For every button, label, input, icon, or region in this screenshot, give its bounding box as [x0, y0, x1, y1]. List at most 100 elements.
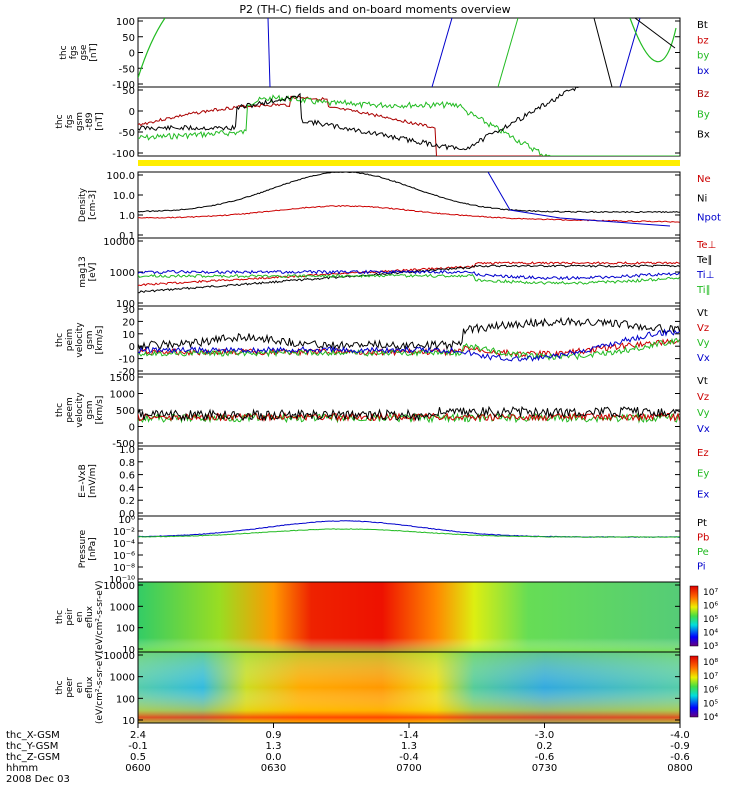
y-axis-label: peim — [65, 329, 75, 352]
colorbar-label: 10⁴ — [703, 713, 718, 723]
spectrogram-electron-shade — [138, 652, 680, 723]
legend-entry: Vy — [697, 338, 710, 349]
series-ti-perp — [138, 269, 680, 280]
legend-entry: Vz — [697, 392, 709, 403]
legend-entry: Bt — [697, 20, 708, 31]
x-axis-value: -0.4 — [399, 752, 419, 763]
series-bx — [619, 18, 641, 87]
legend-entry: Vz — [697, 323, 709, 334]
y-tick-label: 0.2 — [119, 496, 135, 507]
y-axis-label: [nT] — [95, 112, 105, 130]
legend-entry: By — [697, 109, 710, 120]
y-tick-label: 100 — [116, 299, 135, 310]
legend-entry: Pt — [697, 518, 707, 529]
colorbar-label: 10⁷ — [703, 588, 718, 598]
y-axis-label: eflux — [85, 676, 95, 699]
legend-entry: bx — [697, 66, 709, 77]
series-bt — [634, 18, 676, 49]
y-tick-label: 10⁻¹⁰ — [109, 575, 135, 586]
legend-entry: Npot — [697, 213, 721, 224]
y-axis-label: gsm — [75, 112, 85, 131]
legend-entry: Ni — [697, 193, 707, 204]
date-label: 2008 Dec 03 — [6, 774, 70, 785]
y-tick-label: 10 — [122, 645, 135, 656]
y-axis-label: thc — [55, 610, 65, 624]
y-tick-label: 0.6 — [119, 471, 135, 482]
panel-frame — [137, 445, 681, 517]
y-axis-label: [nPa] — [88, 537, 98, 560]
y-axis-label: fgs — [69, 45, 79, 59]
x-axis-value: 1.3 — [401, 741, 417, 752]
y-axis-label: thc — [55, 114, 65, 128]
y-tick-label: 0 — [129, 49, 135, 60]
y-tick-label: 30 — [122, 305, 135, 316]
y-axis-label: [eV] — [88, 263, 98, 282]
chart-title: P2 (TH-C) fields and on-board moments ov… — [239, 3, 510, 16]
x-axis-value: 0630 — [261, 763, 286, 774]
y-tick-label: 1000 — [110, 268, 135, 279]
series-ni — [138, 172, 680, 214]
y-axis-label: gsm — [85, 330, 95, 349]
y-axis-label: [cm-3] — [88, 190, 98, 220]
series-bz — [138, 95, 680, 156]
y-tick-label: 10000 — [103, 237, 135, 248]
x-axis-value: -0.1 — [128, 741, 148, 752]
x-axis-row-label: thc_Y-GSM — [6, 741, 58, 752]
y-axis-label: -t89 — [85, 112, 95, 131]
y-tick-label: -20 — [119, 367, 135, 378]
y-tick-label: 10⁰ — [118, 515, 135, 526]
series-vx — [138, 328, 680, 362]
y-tick-label: 10000 — [103, 651, 135, 662]
x-axis-value: 0800 — [667, 763, 692, 774]
x-axis-row-label: hhmm — [6, 763, 38, 774]
y-tick-label: 100 — [116, 624, 135, 635]
y-tick-label: 1000 — [110, 390, 135, 401]
y-axis-label: E=-VxB — [78, 464, 88, 498]
series-by — [497, 18, 519, 87]
x-axis-value: -0.6 — [670, 752, 690, 763]
legend-entry: Vt — [697, 376, 708, 387]
legend-entry: Ex — [697, 489, 709, 500]
legend-entry: Bx — [697, 130, 710, 141]
legend-entry: Pi — [697, 562, 706, 573]
legend-entry: Pb — [697, 533, 709, 544]
panel-frame — [137, 86, 681, 157]
colorbar-label: 10⁵ — [703, 699, 718, 709]
y-axis-label: (eV/cm²-s-sr-eV) — [95, 651, 105, 724]
y-tick-label: 0.0 — [119, 509, 135, 520]
series-te-par — [138, 264, 680, 294]
legend-entry: bz — [697, 35, 709, 46]
y-tick-label: 100 — [116, 17, 135, 28]
series-vy — [138, 337, 680, 361]
series-ti-par — [138, 273, 680, 285]
series-by — [138, 18, 166, 79]
y-tick-label: 0 — [129, 342, 135, 353]
legend-entry: Bz — [697, 89, 709, 100]
series-vt — [138, 316, 680, 351]
x-axis-value: 0.2 — [537, 741, 553, 752]
legend-entry: Pe — [697, 547, 709, 558]
series-bx — [431, 18, 453, 87]
colorbar-label: 10³ — [703, 642, 718, 652]
y-tick-label: 500 — [116, 406, 135, 417]
y-tick-label: 1.0 — [119, 211, 135, 222]
legend-entry: Vt — [697, 308, 708, 319]
y-axis-label: Pressure — [78, 529, 88, 568]
y-axis-label: thc — [55, 403, 65, 417]
legend-entry: Te∥ — [696, 255, 713, 266]
x-axis-value: -4.0 — [670, 730, 690, 741]
x-axis-value: 0700 — [396, 763, 421, 774]
x-axis-value: -0.9 — [670, 741, 690, 752]
colorbar-label: 10⁶ — [703, 686, 718, 696]
y-tick-label: 100.0 — [106, 171, 135, 182]
x-axis-row-label: thc_X-GSM — [6, 730, 60, 741]
legend-entry: Ez — [697, 448, 709, 459]
series-te-perp — [138, 261, 680, 287]
y-axis-label: mag13 — [78, 256, 88, 287]
y-tick-label: 20 — [122, 317, 135, 328]
y-tick-label: 10.0 — [113, 191, 135, 202]
y-tick-label: -10 — [119, 355, 135, 366]
legend-entry: Ey — [697, 469, 709, 480]
legend-entry: Ti∥ — [696, 285, 711, 296]
y-tick-label: 10⁻⁴ — [113, 539, 135, 550]
